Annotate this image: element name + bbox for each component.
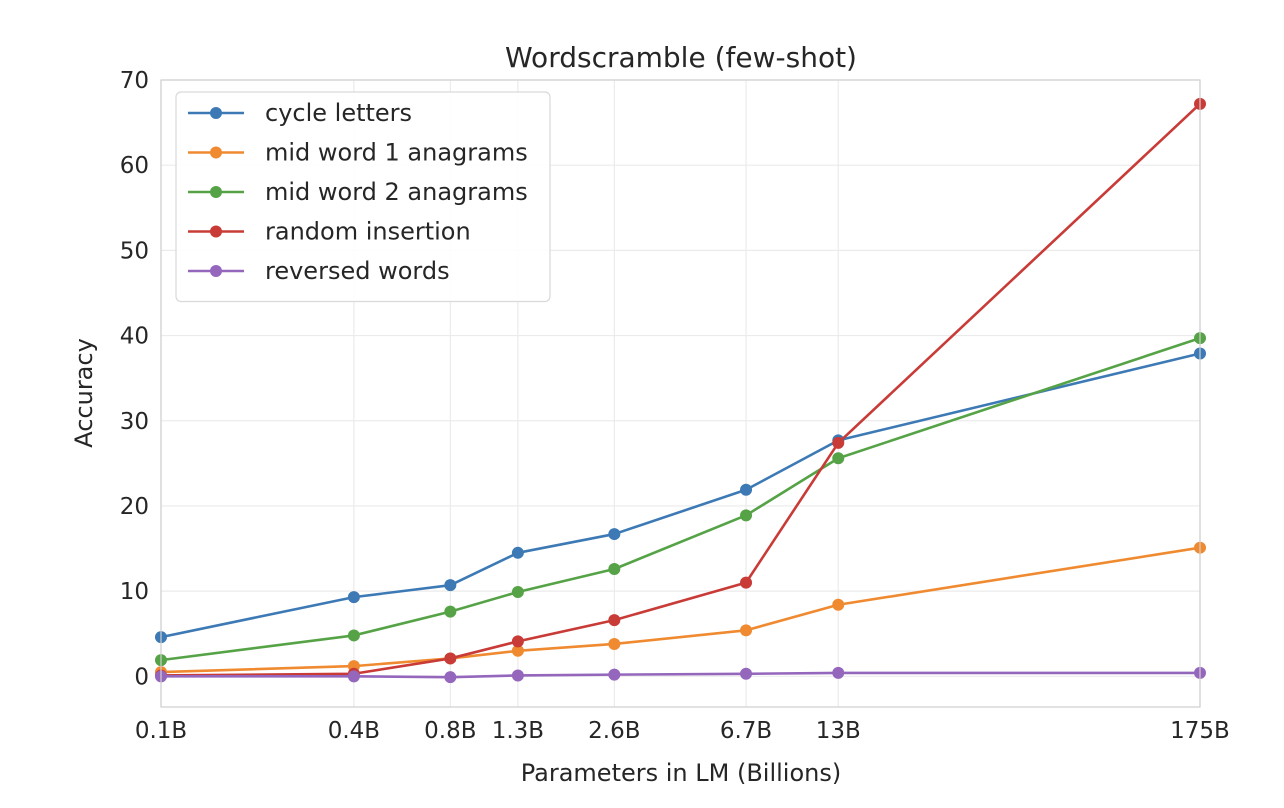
data-point bbox=[832, 598, 845, 611]
legend-marker bbox=[210, 146, 222, 159]
x-tick-label: 13B bbox=[816, 718, 861, 744]
data-point bbox=[832, 452, 845, 465]
legend-marker bbox=[210, 107, 222, 119]
legend-entry: reversed words bbox=[188, 257, 450, 285]
data-point bbox=[444, 652, 457, 665]
axes: 0.1B 0.4B 0.8B 1.3B 2.6B 6.7B 13B 175B 0 10 20 30 40… bbox=[120, 68, 1230, 744]
data-point bbox=[511, 635, 524, 648]
legend-box bbox=[175, 91, 551, 303]
x-tick-label: 1.3B bbox=[492, 718, 544, 744]
x-tick-label: 0.1B bbox=[135, 718, 187, 744]
data-point bbox=[511, 585, 524, 598]
data-point bbox=[740, 624, 753, 637]
x-tick-label: 175B bbox=[1170, 718, 1230, 744]
x-tick-label: 6.7B bbox=[720, 718, 772, 744]
data-point bbox=[608, 637, 621, 650]
legend-label: mid word 2 anagrams bbox=[265, 178, 528, 206]
y-tick-label: 70 bbox=[120, 68, 149, 94]
series-line bbox=[160, 102, 1201, 677]
y-tick-label: 50 bbox=[120, 238, 149, 264]
data-point bbox=[347, 670, 360, 683]
series-line bbox=[160, 546, 1201, 674]
data-point bbox=[608, 668, 621, 681]
y-tick-label: 60 bbox=[120, 153, 149, 179]
plot-frame bbox=[160, 79, 1201, 708]
data-point bbox=[740, 509, 753, 522]
series-reversed-words bbox=[155, 666, 1206, 684]
data-point bbox=[444, 579, 457, 592]
data-point bbox=[444, 605, 457, 618]
y-tick-label: 30 bbox=[120, 409, 149, 435]
data-point bbox=[347, 629, 360, 642]
x-tick-label: 0.8B bbox=[424, 718, 476, 744]
data-point bbox=[347, 591, 360, 604]
legend: cycle letters mid word 1 anagrams mid word… bbox=[175, 91, 551, 303]
legend-marker bbox=[210, 186, 222, 198]
data-point bbox=[511, 644, 524, 657]
legend-entry: mid word 1 anagrams bbox=[188, 139, 528, 167]
data-point bbox=[608, 528, 621, 541]
y-tick-label: 20 bbox=[120, 494, 149, 520]
legend-label: reversed words bbox=[265, 257, 450, 285]
data-point bbox=[511, 669, 524, 682]
data-point bbox=[740, 576, 753, 589]
legend-marker bbox=[210, 265, 222, 277]
legend-entry: random insertion bbox=[188, 218, 471, 246]
legend-entry: mid word 2 anagrams bbox=[188, 178, 528, 206]
series-line bbox=[161, 671, 1200, 679]
legend-label: mid word 1 anagrams bbox=[265, 139, 528, 167]
data-point bbox=[608, 562, 621, 575]
x-axis-label: Parameters in LM (Billions) bbox=[521, 759, 841, 787]
chart-title: Wordscramble (few-shot) bbox=[505, 41, 857, 74]
legend-label: random insertion bbox=[265, 218, 471, 246]
data-point bbox=[444, 671, 457, 684]
data-point bbox=[832, 666, 845, 679]
legend-label: cycle letters bbox=[265, 99, 412, 127]
data-point bbox=[511, 546, 524, 559]
series-lines bbox=[155, 97, 1206, 684]
x-tick-label: 2.6B bbox=[588, 718, 640, 744]
legend-entry: cycle letters bbox=[188, 99, 412, 127]
y-axis-label: Accuracy bbox=[70, 338, 98, 448]
data-point bbox=[740, 667, 753, 680]
x-tick-label: 0.4B bbox=[328, 718, 380, 744]
series-line bbox=[160, 352, 1201, 639]
data-point bbox=[740, 483, 753, 496]
legend-marker bbox=[210, 225, 222, 238]
y-tick-label: 40 bbox=[120, 324, 149, 350]
data-point bbox=[832, 436, 845, 449]
y-tick-label: 0 bbox=[134, 664, 149, 690]
y-tick-label: 10 bbox=[120, 579, 149, 605]
data-point bbox=[608, 614, 621, 627]
